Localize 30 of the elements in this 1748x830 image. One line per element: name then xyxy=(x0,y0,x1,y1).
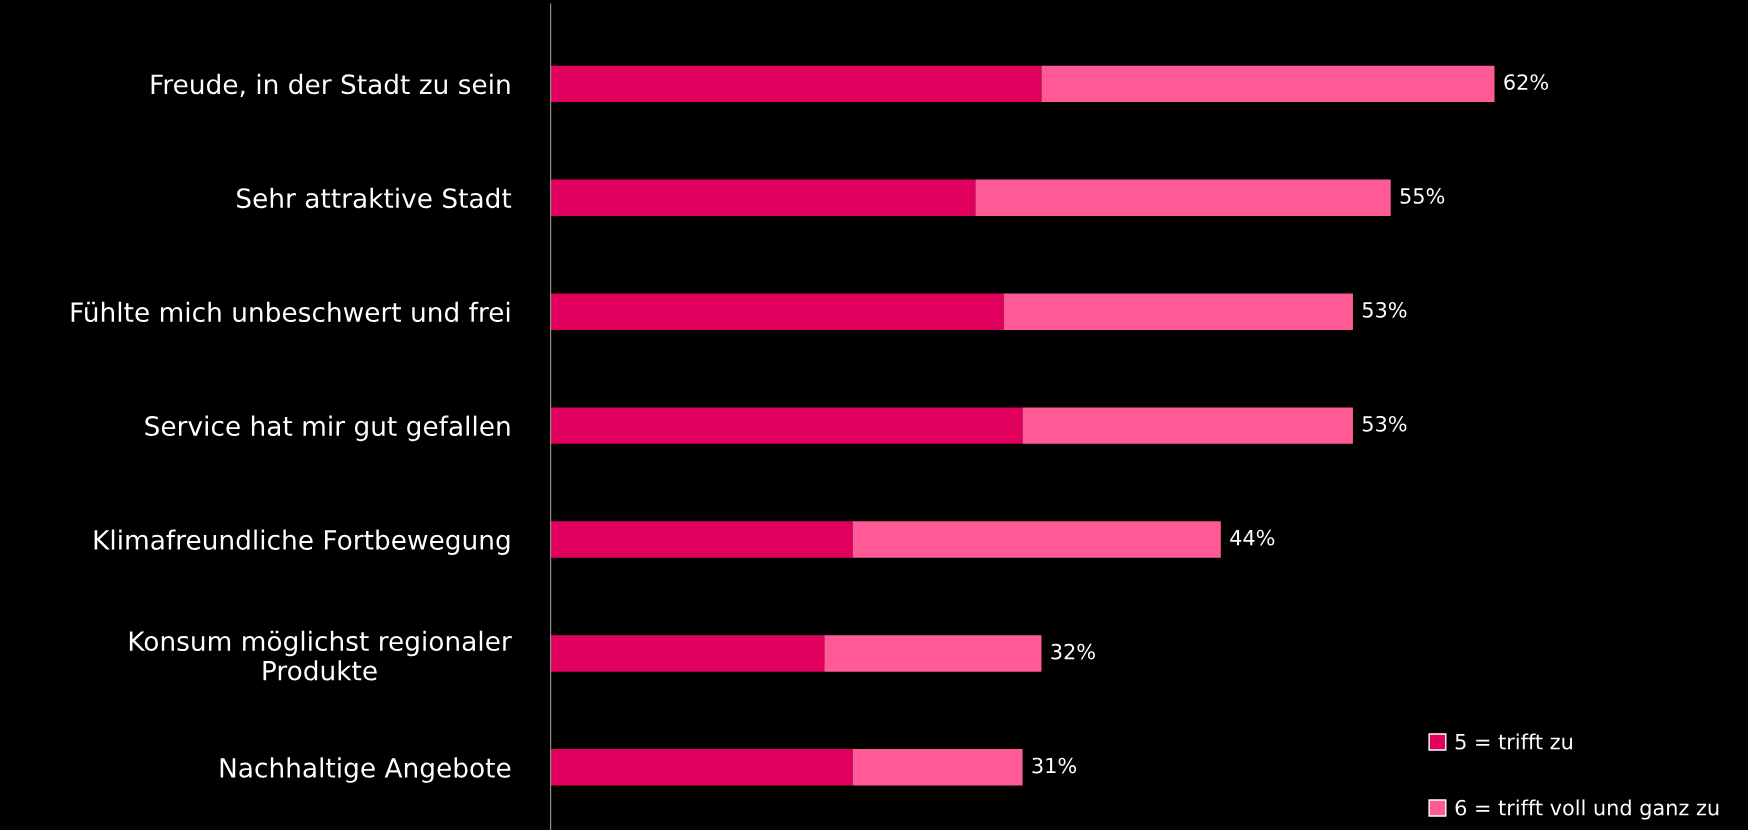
bar xyxy=(824,635,1042,672)
legend-label: 5 = trifft zu xyxy=(1455,733,1572,750)
bar xyxy=(1041,65,1495,103)
y-tick-label: Sehr attraktive Stadt xyxy=(237,187,512,209)
bar xyxy=(1022,407,1353,444)
annotation: 44% xyxy=(1230,529,1275,546)
bar xyxy=(550,65,1042,103)
bar xyxy=(550,635,825,672)
annotation: 31% xyxy=(1032,757,1077,774)
y-tick-label: Klimafreundliche Fortbewegung xyxy=(94,529,510,556)
annotation: 55% xyxy=(1400,188,1445,204)
bar xyxy=(550,407,1023,444)
y-tick-label: Konsum möglichst regionaler Produkte xyxy=(129,630,512,681)
legend-label: 6 = trifft voll und ganz zu xyxy=(1455,799,1719,820)
bar xyxy=(550,521,853,558)
bar xyxy=(550,179,976,217)
y-tick-label: Service hat mir gut gefallen xyxy=(145,415,510,442)
bar xyxy=(975,179,1391,217)
bar xyxy=(1003,293,1353,330)
bar xyxy=(852,749,1023,786)
annotation: 32% xyxy=(1051,643,1095,660)
annotation: 62% xyxy=(1504,74,1549,90)
bar xyxy=(550,293,1004,330)
bar xyxy=(852,521,1221,558)
annotation: 53% xyxy=(1362,415,1407,432)
y-tick-label: Nachhaltige Angebote xyxy=(220,757,511,783)
y-tick-label: Freude, in der Stadt zu sein xyxy=(151,73,510,97)
annotation: 53% xyxy=(1362,301,1407,318)
bar xyxy=(550,749,853,786)
y-tick-label: Fühlte mich unbeschwert und frei xyxy=(71,301,510,323)
